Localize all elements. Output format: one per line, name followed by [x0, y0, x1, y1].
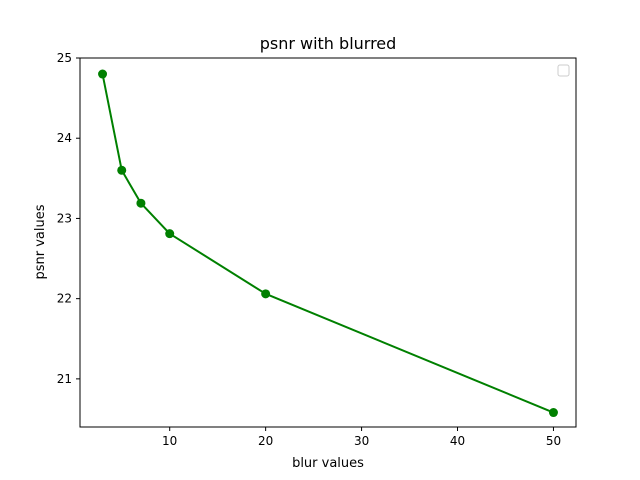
x-tick-label: 10 [162, 434, 177, 448]
x-tick-label: 30 [354, 434, 369, 448]
x-axis: 10 20 30 40 50 [162, 427, 561, 448]
data-point [136, 198, 146, 208]
chart-title: psnr with blurred [260, 34, 397, 53]
data-point [98, 69, 108, 79]
y-axis: 21 22 23 24 25 [57, 51, 80, 386]
y-tick-label: 24 [57, 131, 72, 145]
y-tick-label: 22 [57, 292, 72, 306]
x-tick-label: 20 [258, 434, 273, 448]
data-point [165, 229, 175, 239]
axes-frame [79, 57, 577, 428]
plot-area [98, 69, 558, 418]
data-point [548, 408, 558, 418]
y-tick-label: 25 [57, 51, 72, 65]
series-line [101, 73, 554, 414]
x-axis-label: blur values [292, 456, 364, 471]
x-tick-label: 50 [546, 434, 561, 448]
data-point [261, 289, 271, 299]
y-tick-label: 21 [57, 372, 72, 386]
x-tick-label: 40 [450, 434, 465, 448]
y-axis-label: psnr values [33, 204, 48, 279]
legend-box [557, 64, 570, 77]
data-point [117, 165, 127, 175]
y-tick-label: 23 [57, 211, 72, 225]
